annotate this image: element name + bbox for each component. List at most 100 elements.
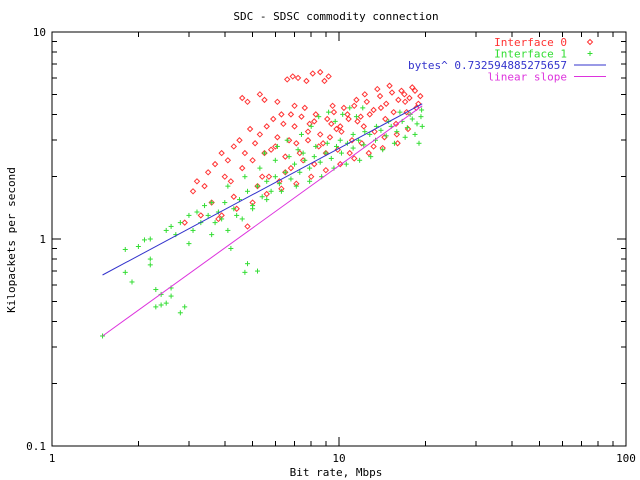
point-interface-0 xyxy=(204,169,212,176)
point-interface-1 xyxy=(340,111,346,117)
point-interface-0 xyxy=(351,102,358,110)
point-interface-1 xyxy=(153,304,159,310)
series-layer xyxy=(100,68,425,339)
point-interface-1 xyxy=(276,181,282,187)
point-interface-1 xyxy=(391,140,397,146)
y-tick-label: 1 xyxy=(39,233,46,246)
point-interface-1 xyxy=(383,133,389,139)
point-interface-1 xyxy=(225,183,231,189)
point-interface-0 xyxy=(289,73,296,80)
point-interface-1 xyxy=(300,150,306,156)
point-interface-1 xyxy=(153,287,159,293)
point-interface-0 xyxy=(230,143,238,150)
point-interface-1 xyxy=(397,109,403,115)
point-interface-1 xyxy=(343,161,349,167)
point-interface-0 xyxy=(263,123,270,130)
point-interface-1 xyxy=(284,137,290,143)
point-interface-1 xyxy=(316,114,322,120)
point-interface-1 xyxy=(295,147,301,153)
x-tick-label: 1 xyxy=(49,452,56,465)
point-interface-0 xyxy=(224,157,232,164)
point-interface-0 xyxy=(280,120,287,128)
point-interface-0 xyxy=(304,128,312,135)
point-interface-1 xyxy=(298,131,304,137)
point-interface-1 xyxy=(177,310,183,316)
point-interface-1 xyxy=(222,200,228,206)
point-interface-0 xyxy=(329,102,336,110)
point-interface-1 xyxy=(225,227,231,233)
point-interface-1 xyxy=(302,157,308,163)
point-interface-1 xyxy=(308,123,314,129)
point-interface-0 xyxy=(211,160,219,168)
point-interface-1 xyxy=(323,150,329,156)
point-interface-1 xyxy=(394,129,400,135)
point-interface-0 xyxy=(274,134,281,141)
series-0 xyxy=(181,68,424,230)
point-interface-0 xyxy=(298,113,305,120)
point-interface-0 xyxy=(291,123,298,130)
point-interface-0 xyxy=(348,137,356,144)
point-interface-0 xyxy=(351,155,358,162)
point-interface-0 xyxy=(417,92,424,100)
point-interface-1 xyxy=(357,157,363,163)
point-interface-1 xyxy=(212,220,218,226)
point-interface-1 xyxy=(278,188,284,194)
point-interface-1 xyxy=(254,268,260,274)
chart-title: SDC - SDSC commodity connection xyxy=(233,10,438,23)
point-interface-0 xyxy=(382,115,389,123)
point-interface-0 xyxy=(256,131,264,138)
point-interface-0 xyxy=(393,131,401,138)
point-interface-1 xyxy=(259,194,265,200)
point-interface-1 xyxy=(326,109,332,115)
legend-label: Interface 1 xyxy=(494,48,567,61)
point-interface-1 xyxy=(190,227,196,233)
point-interface-0 xyxy=(386,82,393,89)
point-interface-0 xyxy=(344,111,351,118)
point-interface-0 xyxy=(406,94,413,102)
point-interface-1 xyxy=(337,137,343,143)
point-interface-0 xyxy=(304,137,312,144)
point-interface-0 xyxy=(236,137,243,144)
point-interface-0 xyxy=(353,96,360,104)
point-interface-1 xyxy=(250,206,256,212)
point-interface-1 xyxy=(202,203,208,209)
point-interface-0 xyxy=(370,106,377,114)
point-interface-0 xyxy=(294,74,302,82)
point-interface-0 xyxy=(324,115,331,123)
point-interface-0 xyxy=(326,134,334,141)
point-interface-0 xyxy=(265,173,273,180)
point-interface-1 xyxy=(362,129,368,135)
point-interface-1 xyxy=(361,142,367,148)
point-interface-1 xyxy=(158,302,164,308)
point-interface-0 xyxy=(287,111,295,118)
point-interface-0 xyxy=(258,173,266,180)
point-interface-0 xyxy=(307,173,315,180)
point-interface-0 xyxy=(370,143,377,150)
point-interface-0 xyxy=(365,149,372,157)
point-interface-0 xyxy=(239,94,246,102)
point-interface-0 xyxy=(197,212,205,219)
point-interface-1 xyxy=(347,105,353,111)
point-interface-0 xyxy=(284,76,291,83)
point-interface-0 xyxy=(361,91,369,98)
point-interface-0 xyxy=(338,128,345,135)
point-interface-1 xyxy=(367,131,373,137)
point-interface-0 xyxy=(382,100,390,107)
plot-border xyxy=(51,31,627,447)
point-interface-1 xyxy=(409,116,415,122)
x-tick-label: 100 xyxy=(616,452,636,465)
point-interface-0 xyxy=(282,153,289,160)
point-interface-0 xyxy=(322,166,330,174)
point-interface-0 xyxy=(251,140,259,147)
point-interface-1 xyxy=(135,243,141,249)
point-interface-0 xyxy=(311,118,318,125)
point-interface-1 xyxy=(297,169,303,175)
point-interface-1 xyxy=(209,232,215,238)
point-interface-0 xyxy=(233,205,240,212)
point-interface-1 xyxy=(307,178,313,184)
point-interface-0 xyxy=(291,102,298,110)
point-interface-0 xyxy=(244,98,251,106)
point-interface-1 xyxy=(219,216,225,222)
